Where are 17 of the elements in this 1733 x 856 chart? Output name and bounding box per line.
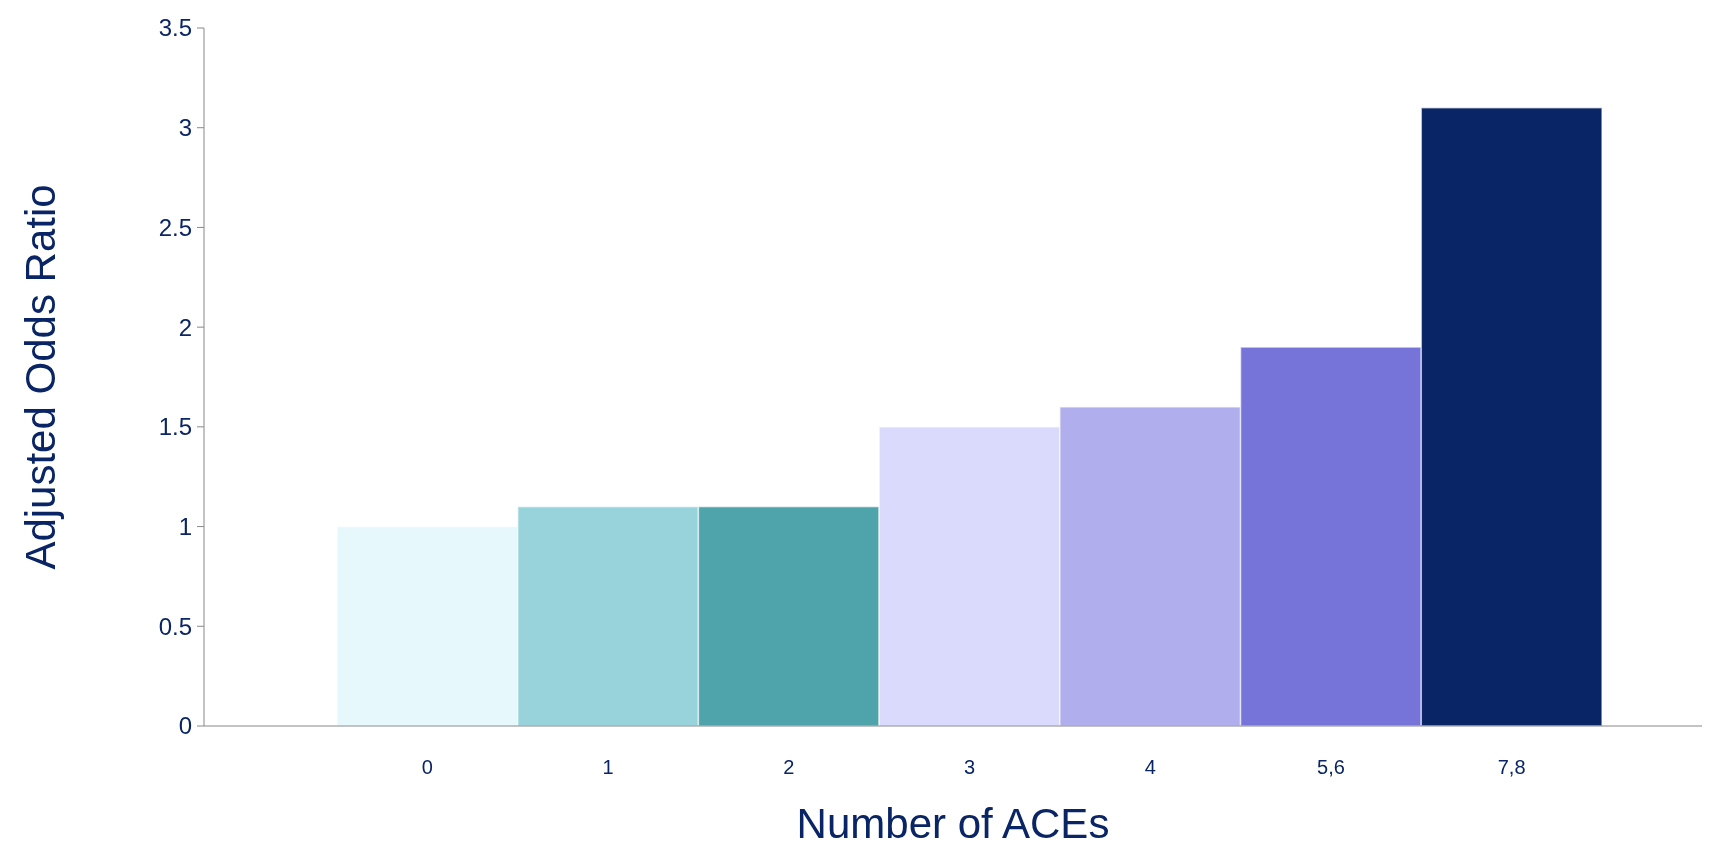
y-axis-title: Adjusted Odds Ratio	[17, 184, 64, 570]
y-tick-label: 3	[178, 114, 192, 142]
x-tick-label: 4	[1144, 756, 1156, 778]
y-tick-label: 2.5	[158, 213, 192, 241]
x-tick-label: 2	[783, 756, 795, 778]
x-tick-label: 0	[421, 756, 433, 778]
x-tick-label: 7,8	[1497, 756, 1526, 778]
y-tick-label: 1.5	[158, 413, 192, 441]
x-tick-label: 5,6	[1317, 756, 1345, 778]
y-tick-label: 2	[178, 313, 192, 341]
y-tick-label: 1	[178, 512, 192, 540]
x-tick-label: 1	[602, 756, 614, 778]
x-tick-label: 3	[963, 756, 976, 778]
y-tick-label: 0	[178, 712, 192, 740]
x-axis-title: Number of ACEs	[796, 800, 1110, 847]
y-tick-label: 3.5	[158, 14, 192, 42]
y-tick-label: 0.5	[158, 612, 192, 640]
